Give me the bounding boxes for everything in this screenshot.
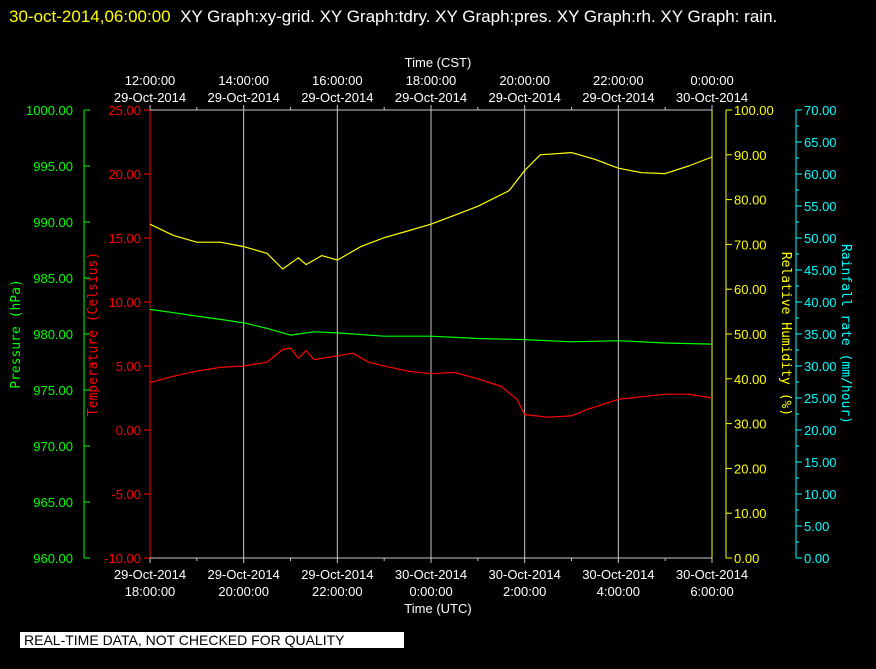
x-bottom-tick-date: 30-Oct-2014 [489,567,561,582]
pressure-tick-label: 990.00 [33,215,73,230]
pressure-axis-title: Pressure (hPa) [9,279,24,389]
temperature-tick-label: 25.00 [108,103,141,118]
humidity-tick-label: 100.00 [734,103,774,118]
temperature-tick-label: 5.00 [116,359,141,374]
pressure-tick-label: 985.00 [33,271,73,286]
pressure-tick-label: 965.00 [33,495,73,510]
x-top-tick-time: 18:00:00 [406,73,457,88]
temperature-series-line [149,347,713,418]
x-bottom-tick-date: 29-Oct-2014 [301,567,373,582]
humidity-tick-label: 50.00 [734,327,767,342]
x-bottom-tick-time: 6:00:00 [690,584,733,599]
x-top-tick-time: 14:00:00 [218,73,269,88]
x-bottom-tick-time: 20:00:00 [218,584,269,599]
temperature-tick-label: 10.00 [108,295,141,310]
x-bottom-tick-date: 29-Oct-2014 [208,567,280,582]
x-top-tick-time: 22:00:00 [593,73,644,88]
humidity-tick-label: 30.00 [734,417,767,432]
x-top-tick-time: 16:00:00 [312,73,363,88]
rain-tick-label: 40.00 [804,295,837,310]
x-bottom-tick-time: 18:00:00 [125,584,176,599]
x-top-tick-date: 30-Oct-2014 [676,90,748,105]
rain-tick-label: 30.00 [804,359,837,374]
humidity-tick-label: 20.00 [734,461,767,476]
humidity-tick-label: 0.00 [734,551,759,566]
x-bottom-tick-date: 30-Oct-2014 [676,567,748,582]
rain-tick-label: 5.00 [804,519,829,534]
temperature-tick-label: 0.00 [116,423,141,438]
humidity-tick-label: 90.00 [734,148,767,163]
header-graph-list: XY Graph:xy-grid. XY Graph:tdry. XY Grap… [180,7,778,26]
pressure-tick-label: 980.00 [33,327,73,342]
x-bottom-tick-time: 4:00:00 [597,584,640,599]
rain-tick-label: 65.00 [804,135,837,150]
humidity-tick-label: 10.00 [734,506,767,521]
humidity-tick-label: 40.00 [734,372,767,387]
x-top-tick-date: 29-Oct-2014 [114,90,186,105]
x-top-tick-time: 20:00:00 [499,73,550,88]
humidity-tick-label: 80.00 [734,193,767,208]
x-bottom-tick-time: 0:00:00 [409,584,452,599]
rain-tick-label: 15.00 [804,455,837,470]
x-bottom-tick-date: 29-Oct-2014 [114,567,186,582]
pressure-tick-label: 970.00 [33,439,73,454]
x-top-tick-date: 29-Oct-2014 [208,90,280,105]
rain-tick-label: 20.00 [804,423,837,438]
x-top-tick-date: 29-Oct-2014 [489,90,561,105]
rain-tick-label: 50.00 [804,231,837,246]
chart-header: 30-oct-2014,06:00:00 XY Graph:xy-grid. X… [9,3,869,30]
x-top-tick-time: 12:00:00 [125,73,176,88]
temperature-tick-label: -10.00 [104,551,141,566]
rain-tick-label: 35.00 [804,327,837,342]
humidity-axis-title: Relative Humidity (%) [778,252,793,416]
rain-axis-title: Rainfall rate (mm/hour) [838,244,853,424]
header-timestamp: 30-oct-2014,06:00:00 [9,7,171,26]
x-bottom-tick-date: 30-Oct-2014 [582,567,654,582]
pressure-tick-label: 1000.00 [26,103,73,118]
humidity-tick-label: 60.00 [734,282,767,297]
pressure-tick-label: 995.00 [33,159,73,174]
x-top-tick-date: 29-Oct-2014 [395,90,467,105]
rain-tick-label: 60.00 [804,167,837,182]
x-bottom-tick-date: 30-Oct-2014 [395,567,467,582]
temperature-tick-label: 20.00 [108,167,141,182]
rain-tick-label: 55.00 [804,199,837,214]
quality-notice: REAL-TIME DATA, NOT CHECKED FOR QUALITY [20,632,404,648]
temperature-tick-label: 15.00 [108,231,141,246]
x-top-tick-time: 0:00:00 [690,73,733,88]
x-bottom-tick-time: 22:00:00 [312,584,363,599]
rain-tick-label: 45.00 [804,263,837,278]
rain-tick-label: 10.00 [804,487,837,502]
x-top-tick-date: 29-Oct-2014 [301,90,373,105]
humidity-series-line [149,152,713,270]
rain-tick-label: 70.00 [804,103,837,118]
x-bottom-tick-time: 2:00:00 [503,584,546,599]
temperature-tick-label: -5.00 [111,487,141,502]
pressure-series-line [149,308,713,345]
x-bottom-axis-label: Time (UTC) [404,601,471,616]
temperature-axis-title: Temperature (Celsius) [86,252,101,416]
pressure-tick-label: 975.00 [33,383,73,398]
rain-tick-label: 0.00 [804,551,829,566]
x-top-axis-label: Time (CST) [405,55,472,70]
humidity-tick-label: 70.00 [734,237,767,252]
pressure-tick-label: 960.00 [33,551,73,566]
x-top-tick-date: 29-Oct-2014 [582,90,654,105]
rain-tick-label: 25.00 [804,391,837,406]
